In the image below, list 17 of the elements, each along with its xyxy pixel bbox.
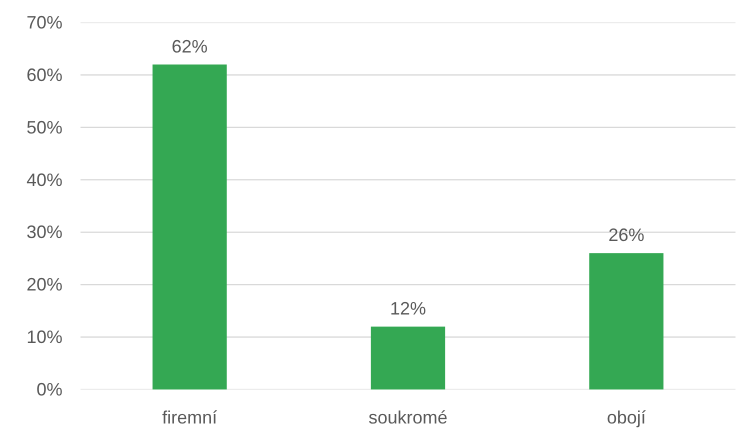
- y-tick-label: 50%: [26, 117, 63, 138]
- bar: [370, 326, 446, 390]
- y-tick-label: 20%: [26, 274, 63, 295]
- x-tick-label: firemní: [162, 408, 218, 428]
- data-label: 62%: [172, 36, 208, 56]
- y-tick-label: 60%: [26, 64, 63, 85]
- y-tick-label: 40%: [26, 170, 63, 190]
- data-label: 26%: [608, 225, 644, 246]
- y-tick-label: 0%: [36, 380, 62, 400]
- bar: [589, 253, 664, 390]
- x-tick-label: soukromé: [368, 408, 448, 428]
- bar: [152, 64, 227, 390]
- y-tick-label: 10%: [26, 327, 63, 348]
- data-label: 12%: [390, 298, 426, 319]
- y-tick-label: 30%: [26, 222, 63, 242]
- y-tick-label: 70%: [26, 12, 63, 32]
- x-tick-label: obojí: [606, 408, 646, 428]
